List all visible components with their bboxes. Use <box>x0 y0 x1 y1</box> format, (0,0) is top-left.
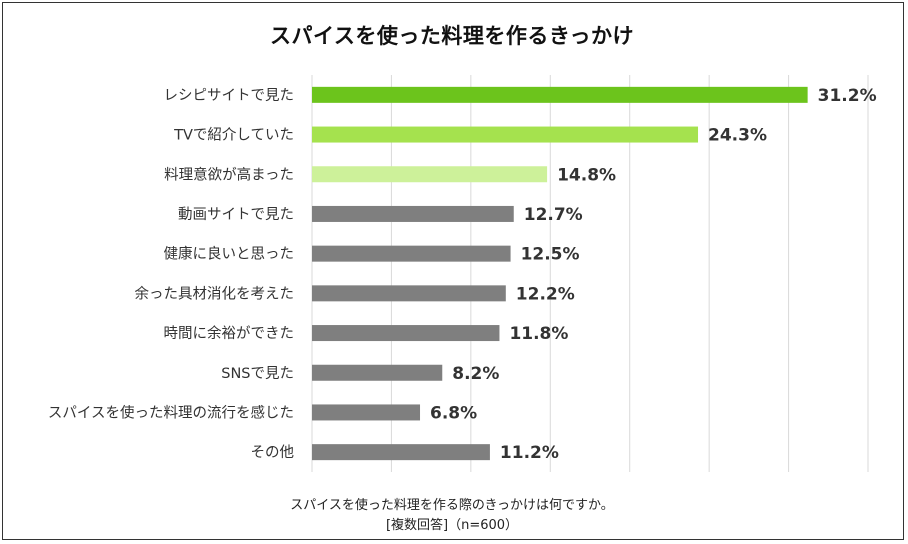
value-label: 12.7% <box>524 205 583 225</box>
bar <box>312 325 500 342</box>
bar <box>312 404 421 421</box>
value-label: 12.2% <box>516 284 575 304</box>
value-label: 8.2% <box>452 364 499 384</box>
value-label: 11.8% <box>509 324 568 344</box>
bar <box>312 245 511 262</box>
category-label: SNSで見た <box>221 365 294 382</box>
bar <box>312 444 490 461</box>
value-label: 31.2% <box>818 86 877 106</box>
survey-sample-note: [複数回答]（n=600） <box>385 518 519 533</box>
bar <box>312 364 443 381</box>
bar <box>312 205 514 222</box>
value-label: 12.5% <box>521 245 580 265</box>
chart-title: スパイスを使った料理を作るきっかけ <box>269 24 635 48</box>
value-label: 6.8% <box>430 403 477 423</box>
category-label: 料理意欲が高まった <box>164 165 294 183</box>
bar <box>312 285 506 302</box>
value-label: 24.3% <box>708 126 767 146</box>
category-label: 動画サイトで見た <box>178 206 294 223</box>
category-label: TVで紹介していた <box>173 127 294 144</box>
value-label: 11.2% <box>500 443 559 463</box>
category-label: 余った具材消化を考えた <box>135 284 295 302</box>
category-label: 時間に余裕ができた <box>164 324 295 342</box>
bar <box>312 166 548 183</box>
bar <box>312 126 699 143</box>
bar <box>312 86 808 103</box>
value-label: 14.8% <box>557 165 616 185</box>
category-label: スパイスを使った料理の流行を感じた <box>48 404 294 421</box>
survey-question: スパイスを使った料理を作る際のきっかけは何ですか。 <box>290 498 614 513</box>
category-label: 健康に良いと思った <box>164 246 295 263</box>
category-label: その他 <box>251 444 295 461</box>
category-label: レシピサイトで見た <box>164 87 295 104</box>
